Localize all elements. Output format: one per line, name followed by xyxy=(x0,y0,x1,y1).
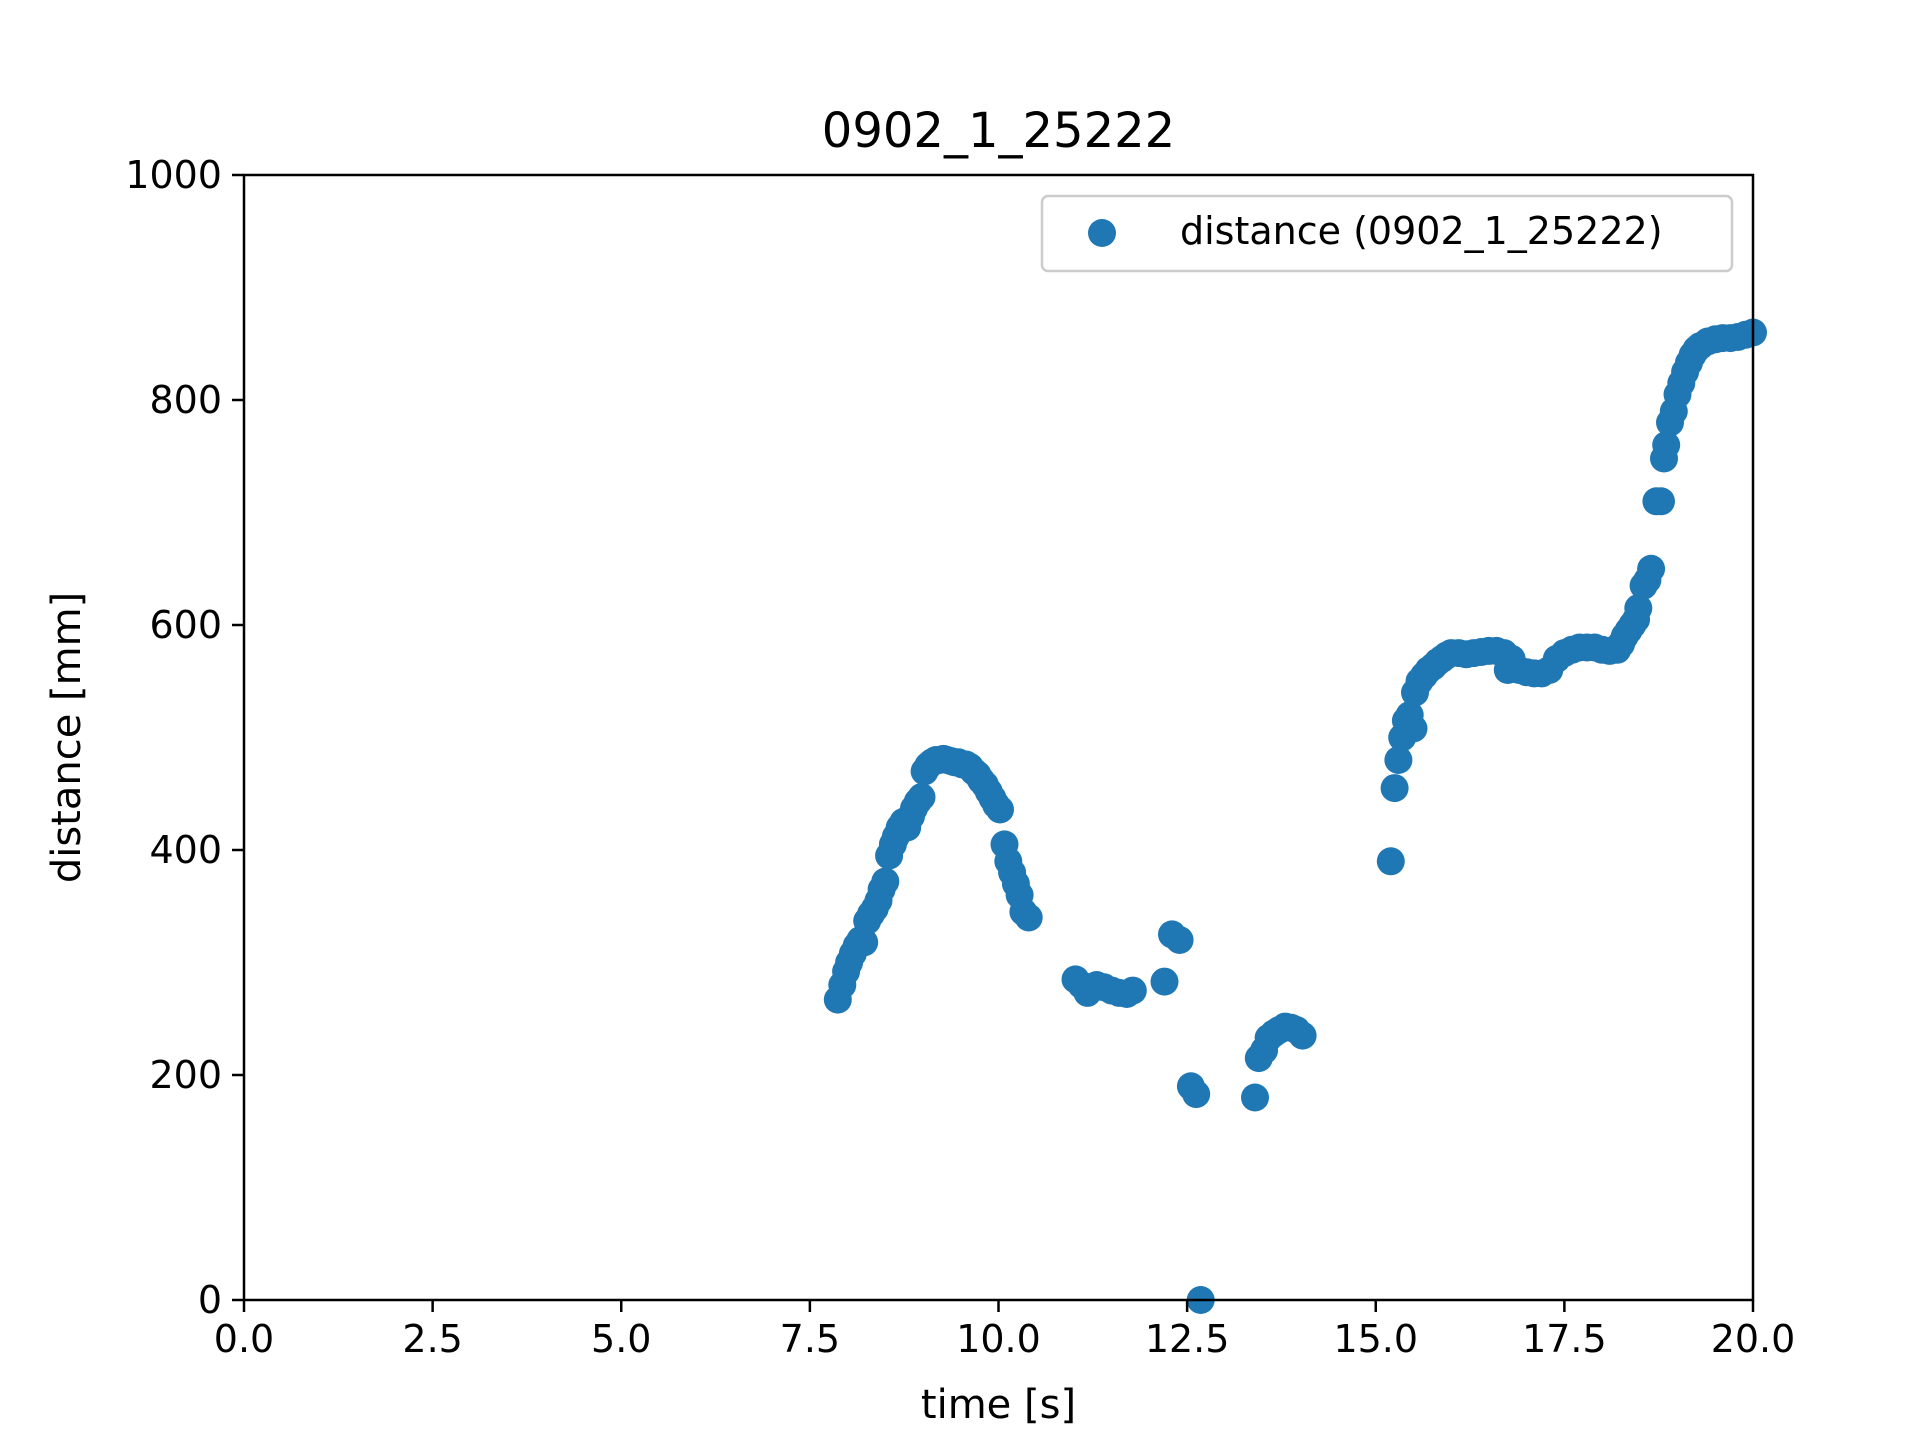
legend: distance (0902_1_25222) xyxy=(1040,194,1734,273)
y-tick-label: 600 xyxy=(149,603,222,647)
data-point xyxy=(1118,976,1147,1005)
chart-title: 0902_1_25222 xyxy=(822,103,1175,159)
x-tick-label: 15.0 xyxy=(1333,1317,1418,1361)
data-point xyxy=(1182,1080,1211,1109)
x-tick-label: 7.5 xyxy=(780,1317,840,1361)
data-point xyxy=(1241,1083,1269,1112)
data-point xyxy=(1652,431,1681,459)
data-point xyxy=(1637,554,1666,583)
data-point xyxy=(1376,847,1405,876)
legend-box xyxy=(1040,194,1734,273)
x-tick-label: 17.5 xyxy=(1522,1317,1607,1361)
x-tick-label: 12.5 xyxy=(1145,1317,1230,1361)
legend-marker xyxy=(1088,219,1116,247)
data-point xyxy=(871,867,900,896)
legend-label: distance (0902_1_25222) xyxy=(1180,209,1663,253)
x-tick-label: 0.0 xyxy=(214,1317,274,1361)
x-tick-label: 10.0 xyxy=(956,1317,1041,1361)
data-points xyxy=(823,318,1767,1314)
data-point xyxy=(1399,714,1428,743)
data-point xyxy=(1288,1021,1317,1050)
y-tick-label: 200 xyxy=(149,1053,222,1097)
data-point xyxy=(1624,594,1653,623)
y-tick-label: 1000 xyxy=(125,153,222,197)
x-tick-label: 20.0 xyxy=(1711,1317,1796,1361)
x-tick-label: 5.0 xyxy=(591,1317,651,1361)
data-point xyxy=(850,928,879,957)
x-axis-label: time [s] xyxy=(921,1382,1076,1428)
x-axis-ticks: 0.0 2.5 5.0 7.5 10.0 12.5 15.0 17.5 20.0 xyxy=(214,1300,1796,1361)
data-point xyxy=(986,795,1014,824)
data-point xyxy=(907,783,936,812)
data-point xyxy=(1384,746,1413,774)
x-tick-label: 2.5 xyxy=(402,1317,462,1361)
data-point xyxy=(1165,926,1194,954)
y-axis-ticks: 0 200 400 600 800 1000 xyxy=(125,153,244,1322)
data-point xyxy=(1380,774,1409,803)
y-axis-label: distance [mm] xyxy=(44,592,90,883)
y-tick-label: 400 xyxy=(149,828,222,872)
data-point xyxy=(1150,967,1179,996)
data-point xyxy=(1647,487,1675,516)
y-tick-label: 800 xyxy=(149,378,222,422)
data-point xyxy=(1014,903,1043,932)
y-tick-label: 0 xyxy=(198,1278,222,1322)
